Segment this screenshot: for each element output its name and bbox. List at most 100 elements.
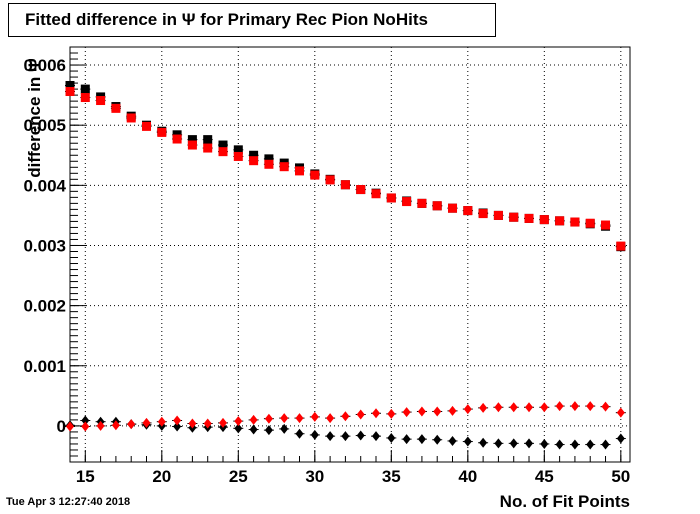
data-point-diamond: [448, 435, 457, 446]
data-point-diamond: [448, 405, 457, 416]
data-point-diamond: [280, 423, 289, 434]
data-point-diamond: [249, 414, 258, 425]
data-point-square: [279, 162, 289, 172]
data-point-square: [402, 197, 412, 207]
y-axis-label: difference in Ψ: [25, 58, 44, 178]
data-point-square: [325, 175, 335, 185]
data-point-diamond: [356, 430, 365, 441]
data-point-square: [142, 121, 152, 131]
data-point-diamond: [494, 438, 503, 449]
data-point-diamond: [525, 402, 534, 413]
data-point-square: [157, 127, 167, 137]
data-point-diamond: [310, 429, 319, 440]
y-tick-label: 0.004: [23, 176, 66, 195]
x-tick-label: 30: [305, 467, 324, 486]
data-point-diamond: [295, 428, 304, 439]
data-point-diamond: [555, 439, 564, 450]
data-point-square: [187, 135, 197, 145]
data-point-diamond: [387, 432, 396, 443]
data-point-diamond: [142, 417, 151, 428]
data-point-square: [96, 96, 106, 106]
data-point-square: [203, 135, 213, 145]
data-point-diamond: [234, 423, 243, 434]
data-point-square: [371, 189, 381, 199]
data-point-square: [417, 198, 427, 208]
x-tick-label: 45: [535, 467, 554, 486]
data-point-diamond: [341, 411, 350, 422]
data-point-square: [203, 143, 213, 153]
x-tick-label: 20: [152, 467, 171, 486]
grid: [70, 47, 630, 462]
data-point-diamond: [96, 420, 105, 431]
data-point-diamond: [616, 433, 625, 444]
data-point-diamond: [81, 421, 90, 432]
y-tick-label: 0.002: [23, 297, 66, 316]
data-point-square: [218, 147, 228, 157]
plot-frame: [69, 46, 631, 463]
data-point-square: [432, 201, 442, 211]
data-point-diamond: [372, 408, 381, 419]
data-point-square: [463, 206, 473, 216]
data-point-diamond: [372, 431, 381, 442]
data-point-diamond: [219, 417, 228, 428]
data-point-square: [570, 217, 580, 227]
data-point-diamond: [402, 407, 411, 418]
y-tick-label: 0.006: [23, 56, 66, 75]
data-point-square: [126, 113, 136, 123]
x-tick-label: 35: [382, 467, 401, 486]
data-point-diamond: [601, 401, 610, 412]
x-tick-label: 40: [458, 467, 477, 486]
data-point-diamond: [586, 439, 595, 450]
data-point-diamond: [540, 402, 549, 413]
data-point-diamond: [111, 420, 120, 431]
data-point-square: [448, 203, 458, 213]
data-point-square: [310, 170, 320, 180]
data-point-diamond: [249, 424, 258, 435]
data-point-square: [65, 80, 75, 90]
x-tick-label: 15: [76, 467, 95, 486]
data-point-diamond: [570, 439, 579, 450]
data-point-diamond: [387, 408, 396, 419]
data-point-diamond: [555, 401, 564, 412]
data-point-diamond: [280, 413, 289, 424]
data-point-square: [187, 140, 197, 150]
data-point-diamond: [81, 415, 90, 426]
data-point-diamond: [494, 402, 503, 413]
data-point-diamond: [540, 438, 549, 449]
x-axis-label: No. of Fit Points: [499, 492, 630, 511]
data-point-square: [555, 216, 565, 226]
chart-title: Fitted difference in Ψ for Primary Rec P…: [8, 3, 496, 37]
data-point-square: [80, 84, 90, 94]
data-point-square: [264, 159, 274, 169]
data-point-diamond: [433, 406, 442, 417]
data-point-diamond: [295, 413, 304, 424]
data-point-square: [218, 140, 228, 150]
data-point-diamond: [601, 439, 610, 450]
data-point-diamond: [479, 437, 488, 448]
y-tick-label: 0.003: [23, 236, 66, 255]
x-tick-label: 25: [229, 467, 248, 486]
data-point-diamond: [326, 413, 335, 424]
data-point-diamond: [127, 419, 136, 430]
y-tick-label: 0.005: [23, 116, 66, 135]
data-marks: [65, 80, 626, 450]
data-point-diamond: [310, 411, 319, 422]
data-point-diamond: [433, 434, 442, 445]
data-point-square: [478, 209, 488, 219]
data-point-diamond: [264, 413, 273, 424]
timestamp: Tue Apr 3 12:27:40 2018: [6, 496, 131, 508]
data-point-diamond: [173, 415, 182, 426]
data-point-square: [264, 154, 274, 164]
data-point-square: [249, 156, 259, 166]
axis-ticks: 15 20 25 30 35 40 45 50 0 0.001 0.002 0.003 0.004 0.0…: [23, 52, 630, 486]
data-point-diamond: [157, 416, 166, 427]
data-point-diamond: [264, 425, 273, 436]
data-point-diamond: [586, 401, 595, 412]
data-point-diamond: [66, 421, 74, 432]
data-point-diamond: [463, 404, 472, 415]
data-point-diamond: [463, 436, 472, 447]
data-point-square: [233, 145, 243, 155]
data-point-diamond: [616, 407, 625, 418]
data-point-square: [539, 215, 549, 225]
data-point-diamond: [234, 416, 243, 427]
